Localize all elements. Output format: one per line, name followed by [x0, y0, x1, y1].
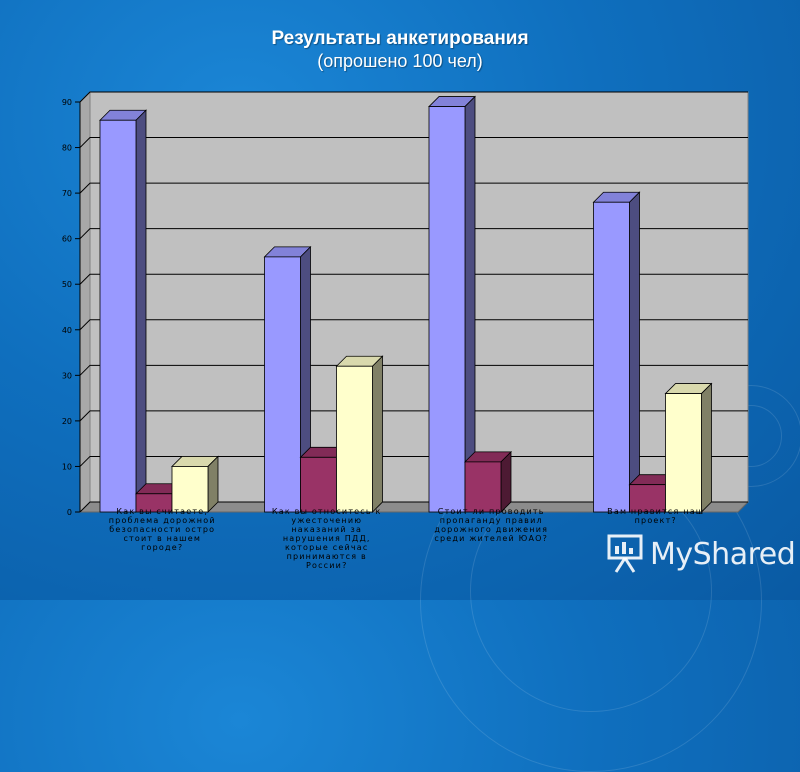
bar [464, 461, 502, 513]
bar [629, 484, 666, 513]
chart-title: Результаты анкетирования [271, 28, 529, 49]
bar [99, 119, 137, 513]
gridline [79, 455, 748, 467]
x-tick-label: Как вы относитесь к ужесточению наказаний … [272, 507, 382, 570]
y-tick-label: 50 [62, 280, 72, 289]
y-tick-label: 30 [62, 371, 72, 380]
gridline [79, 91, 748, 103]
bar-chart: 0 10 20 30 40 50 60 70 80 90 Как вы считаете, пробл… [62, 90, 750, 570]
presentation-board-icon [607, 534, 643, 573]
gridline [79, 228, 748, 240]
bar-side [207, 455, 219, 513]
bar [336, 365, 373, 513]
y-tick-label: 10 [62, 462, 72, 471]
chart-subtitle: (опрошено 100 чел) [317, 51, 483, 71]
y-tick-label: 80 [62, 144, 72, 153]
plot-back-wall [89, 91, 749, 503]
gridline [79, 501, 748, 513]
gridline [79, 410, 748, 422]
gridline [79, 182, 748, 194]
watermark-text: MyShared [650, 536, 796, 572]
bar [665, 393, 702, 513]
y-tick-label: 20 [62, 417, 72, 426]
x-tick-label: Вам нравится наш проект? [607, 507, 704, 525]
x-tick-label: Как вы считаете, проблема дорожной безопас… [109, 507, 216, 552]
plot-side-wall [79, 90, 91, 514]
bar [428, 106, 466, 513]
gridline [79, 137, 748, 148]
gridline [79, 319, 748, 331]
bar-side [701, 382, 712, 513]
y-tick-label: 0 [67, 508, 72, 517]
x-tick-label: Стоит ли проводить пропаганду правил дорож… [434, 507, 548, 543]
bar [300, 456, 337, 513]
bar-side [500, 450, 512, 513]
y-tick-label: 70 [62, 189, 72, 198]
bar-side [135, 109, 147, 513]
bar-side [629, 191, 640, 513]
bar-side [464, 95, 476, 513]
y-tick-label: 60 [62, 235, 72, 244]
chart-title-block: Результаты анкетирования (опрошено 100 ч… [0, 28, 800, 72]
gridline [79, 273, 748, 285]
bar-side [372, 355, 383, 513]
y-tick-label: 40 [62, 326, 72, 335]
y-tick-label: 90 [62, 98, 72, 107]
bar [593, 201, 630, 513]
gridline [79, 364, 748, 376]
bar [264, 256, 301, 513]
watermark-logo: MyShared [606, 534, 796, 574]
bar [171, 466, 209, 513]
